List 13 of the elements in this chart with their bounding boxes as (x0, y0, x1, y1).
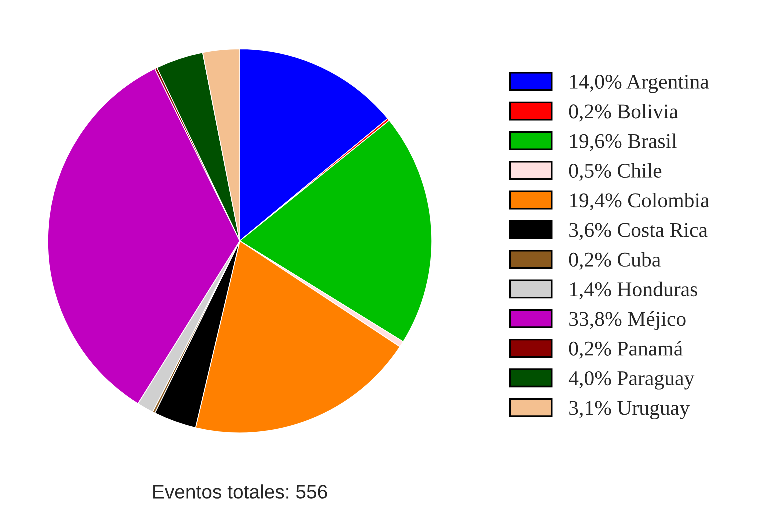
legend-label: 19,6% Brasil (570, 134, 677, 152)
legend-label: 19,4% Colombia (570, 192, 710, 211)
legend-label: 0,2% Panamá (569, 341, 683, 359)
legend-label: 3,1% Uruguay (570, 401, 690, 420)
legend-label: 4,0% Paraguay (568, 371, 695, 390)
legend-label: 33,8% Méjico (570, 312, 686, 330)
legend-label: 0,2% Cuba (569, 252, 661, 270)
legend-label: 0,5% Chile (569, 163, 662, 181)
legend-label: 14,0% Argentina (570, 74, 710, 94)
legend-label: 1,4% Honduras (570, 282, 698, 300)
legend-label: 3,6% Costa Rica (570, 223, 708, 240)
legend-label: 0,2% Bolivia (569, 104, 678, 122)
text: Eventos totales: 556 (154, 484, 328, 499)
